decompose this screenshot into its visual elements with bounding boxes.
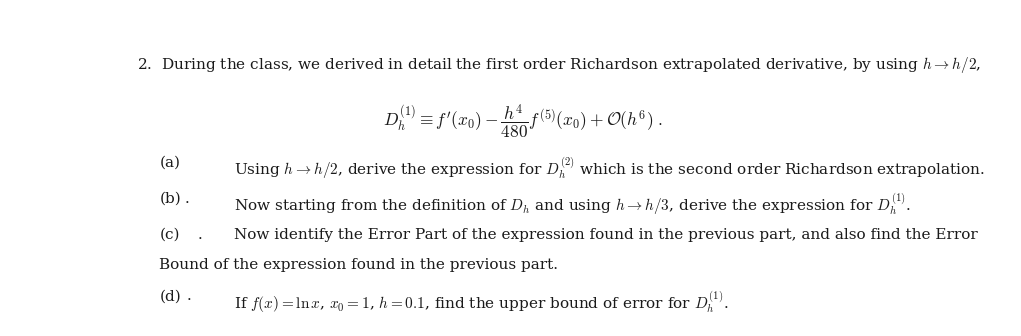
Text: (b): (b) [159, 192, 181, 206]
Text: Now identify the Error Part of the expression found in the previous part, and al: Now identify the Error Part of the expre… [235, 228, 978, 242]
Text: (c): (c) [159, 228, 180, 242]
Text: $D_h^{(1)} \equiv f'(x_0)-\dfrac{h^4}{480}f^{(5)}(x_0) + \mathcal{O}(h^6)\ .$: $D_h^{(1)} \equiv f'(x_0)-\dfrac{h^4}{48… [383, 102, 664, 140]
Text: 2.  During the class, we derived in detail the first order Richardson extrapolat: 2. During the class, we derived in detai… [137, 54, 981, 75]
Text: .: . [197, 228, 202, 242]
Text: .: . [187, 289, 192, 303]
Text: Using $h \to h/2$, derive the expression for $D_h^{(2)}$ which is the second ord: Using $h \to h/2$, derive the expression… [235, 156, 985, 181]
Text: Bound of the expression found in the previous part.: Bound of the expression found in the pre… [159, 258, 558, 271]
Text: Now starting from the definition of $D_h$ and using $h \to h/3$, derive the expr: Now starting from the definition of $D_h… [235, 192, 912, 217]
Text: (a): (a) [159, 156, 181, 169]
Text: .: . [185, 192, 189, 206]
Text: If $f(x) = \ln x$, $x_0 = 1$, $h = 0.1$, find the upper bound of error for $D_h^: If $f(x) = \ln x$, $x_0 = 1$, $h = 0.1$,… [235, 289, 729, 315]
Text: (d): (d) [159, 289, 181, 303]
